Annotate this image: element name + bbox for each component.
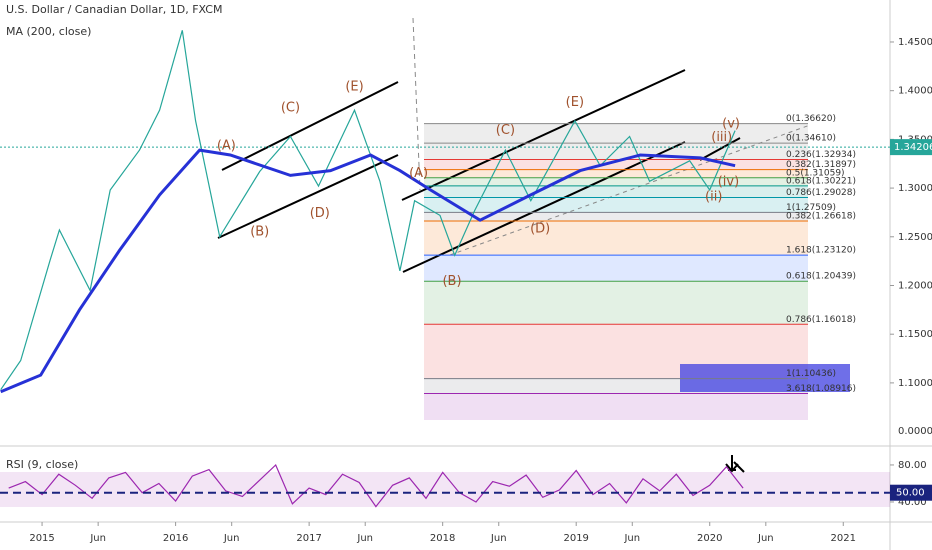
chart-title: U.S. Dollar / Canadian Dollar, 1D, FXCM [6,3,222,16]
fib-label: 0.5(1.31059) [786,168,845,178]
wave-label: (C) [496,123,515,138]
x-tick-label: 2016 [163,533,188,544]
x-tick-label: 2018 [430,533,455,544]
y-tick-label: 1.20000 [898,280,932,291]
fib-label: 0.382(1.26618) [786,212,856,222]
wave-label: (A) [217,139,236,154]
fib-label: 0.618(1.20439) [786,272,856,282]
fib-band [424,123,808,144]
fib-label: 1(1.10436) [786,369,836,379]
ma-line [0,148,736,394]
wave-label: (D) [530,221,550,236]
fib-label: 1.618(1.23120) [786,246,856,256]
level-label: 50.00 [896,488,925,499]
fib-band [424,197,808,213]
wave-label: (ii) [705,189,722,204]
wave-label: (D) [310,206,330,221]
fib-band [424,221,808,256]
fib-label: 0.382(1.31897) [786,160,856,170]
fib-label: 0.786(1.16018) [786,315,856,325]
fib-band [424,393,808,420]
x-tick-label: 2017 [296,533,321,544]
highlight-box [680,364,850,392]
rsi-band [0,472,890,507]
ma-legend: MA (200, close) [6,25,91,38]
y-tick-label: 1.15000 [898,329,932,340]
wave-label: (C) [281,101,300,116]
fib-label: 1(1.27509) [786,203,836,213]
fib-band [424,281,808,325]
x-tick-label: 2019 [563,533,588,544]
series-line [0,30,736,391]
fib-band [424,185,808,198]
fib-band [424,212,808,222]
fib-band [424,177,808,186]
arrow [725,455,745,473]
channels [217,69,741,273]
fib-label: 0.236(1.32934) [786,150,856,160]
y-tick-label: 1.30000 [898,183,932,194]
x-tick-label: Jun [757,533,774,544]
level-box [890,484,932,501]
y-tick-label: 1.45000 [898,37,932,48]
fib-label: 3.618(1.08916) [786,384,856,394]
fib-band [424,159,808,170]
x-tick-label: Jun [490,533,507,544]
y-tick-label: 80.00 [898,460,927,471]
x-tick-label: 2020 [697,533,722,544]
x-tick-label: Jun [623,533,640,544]
fib-band [424,143,808,160]
y-tick-label: 1.25000 [898,232,932,243]
y-tick-label: 40.00 [898,497,927,508]
x-tick-label: Jun [223,533,240,544]
y-tick-label: 1.40000 [898,86,932,97]
x-tick-label: Jun [89,533,106,544]
fib-label: 0(1.34610) [786,134,836,144]
last-price-box [890,139,932,156]
wave-label: (iii) [711,130,732,145]
last-price-label: 1.34206 [894,142,932,153]
wave-label: (E) [345,79,363,94]
rsi-legend: RSI (9, close) [6,458,78,471]
wave-label: (B) [442,274,461,289]
fib-band [424,255,808,282]
divider [412,17,421,191]
series-line [8,463,744,508]
y-tick-label: 1.10000 [898,378,932,389]
fib-label: 0(1.36620) [786,114,836,124]
wave-label: (A) [409,166,428,181]
x-tick-label: Jun [356,533,373,544]
x-tick-label: 2021 [831,533,856,544]
fib-label: 0.618(1.30221) [786,176,856,186]
wave-label: (E) [566,95,584,110]
fib-label: 0.786(1.29028) [786,188,856,198]
wave-label: (v) [722,116,740,131]
wave-label: (B) [250,224,269,239]
x-tick-label: 2015 [29,533,54,544]
wave-label: (iv) [718,175,739,190]
